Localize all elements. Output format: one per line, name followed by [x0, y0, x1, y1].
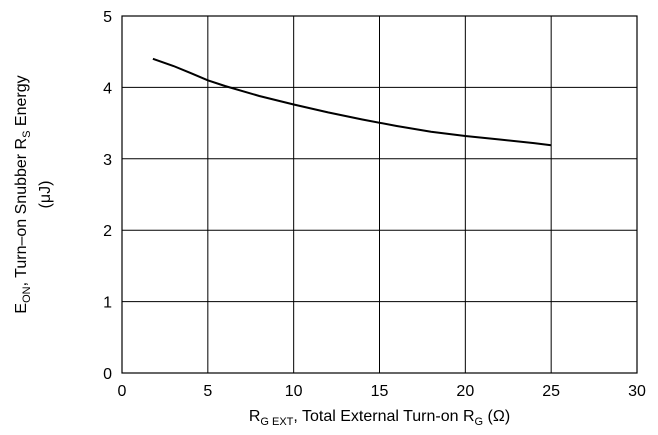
- y-axis-label-part: E: [13, 303, 30, 314]
- x-axis-label-part: R: [249, 408, 261, 425]
- x-axis-label-subscript: G: [475, 416, 484, 428]
- x-axis-label-part: , Total External Turn-on R: [293, 408, 474, 425]
- plot-series: [152, 57, 552, 147]
- x-tick-label: 25: [542, 383, 560, 400]
- x-tick-label: 0: [118, 383, 127, 400]
- x-tick-label: 5: [203, 383, 212, 400]
- y-axis-label-line2: (μJ): [37, 181, 54, 209]
- x-tick-labels: 0 5 10 15 20 25 30: [118, 383, 646, 400]
- y-tick-label: 2: [103, 223, 112, 240]
- x-tick-label: 10: [285, 383, 303, 400]
- y-axis-label: EON, Turn–on Snubber RS Energy (μJ): [13, 75, 54, 313]
- y-tick-label: 1: [103, 295, 112, 312]
- y-axis-label-subscript: S: [21, 131, 33, 138]
- y-tick-label: 4: [103, 80, 112, 97]
- x-tick-label: 15: [371, 383, 389, 400]
- y-axis-label-subscript: ON: [21, 286, 33, 303]
- x-tick-label: 20: [456, 383, 474, 400]
- gridlines: [122, 16, 637, 373]
- y-axis-label-part: , Turn–on Snubber R: [13, 138, 30, 287]
- y-tick-label: 3: [103, 152, 112, 169]
- y-axis-label-part: Energy: [13, 75, 30, 130]
- y-tick-labels: 0 1 2 3 4 5: [103, 9, 112, 383]
- series-line: [152, 57, 552, 147]
- y-tick-label: 5: [103, 9, 112, 26]
- x-axis-label: RG EXT, Total External Turn-on RG (Ω): [249, 408, 510, 428]
- x-axis-label-part: (Ω): [483, 408, 510, 425]
- x-axis-label-subscript: G EXT: [260, 416, 293, 428]
- y-tick-label: 0: [103, 366, 112, 383]
- plot-frame: [121, 15, 638, 374]
- x-tick-label: 30: [628, 383, 646, 400]
- y-axis-label-line1: EON, Turn–on Snubber RS Energy: [13, 75, 33, 313]
